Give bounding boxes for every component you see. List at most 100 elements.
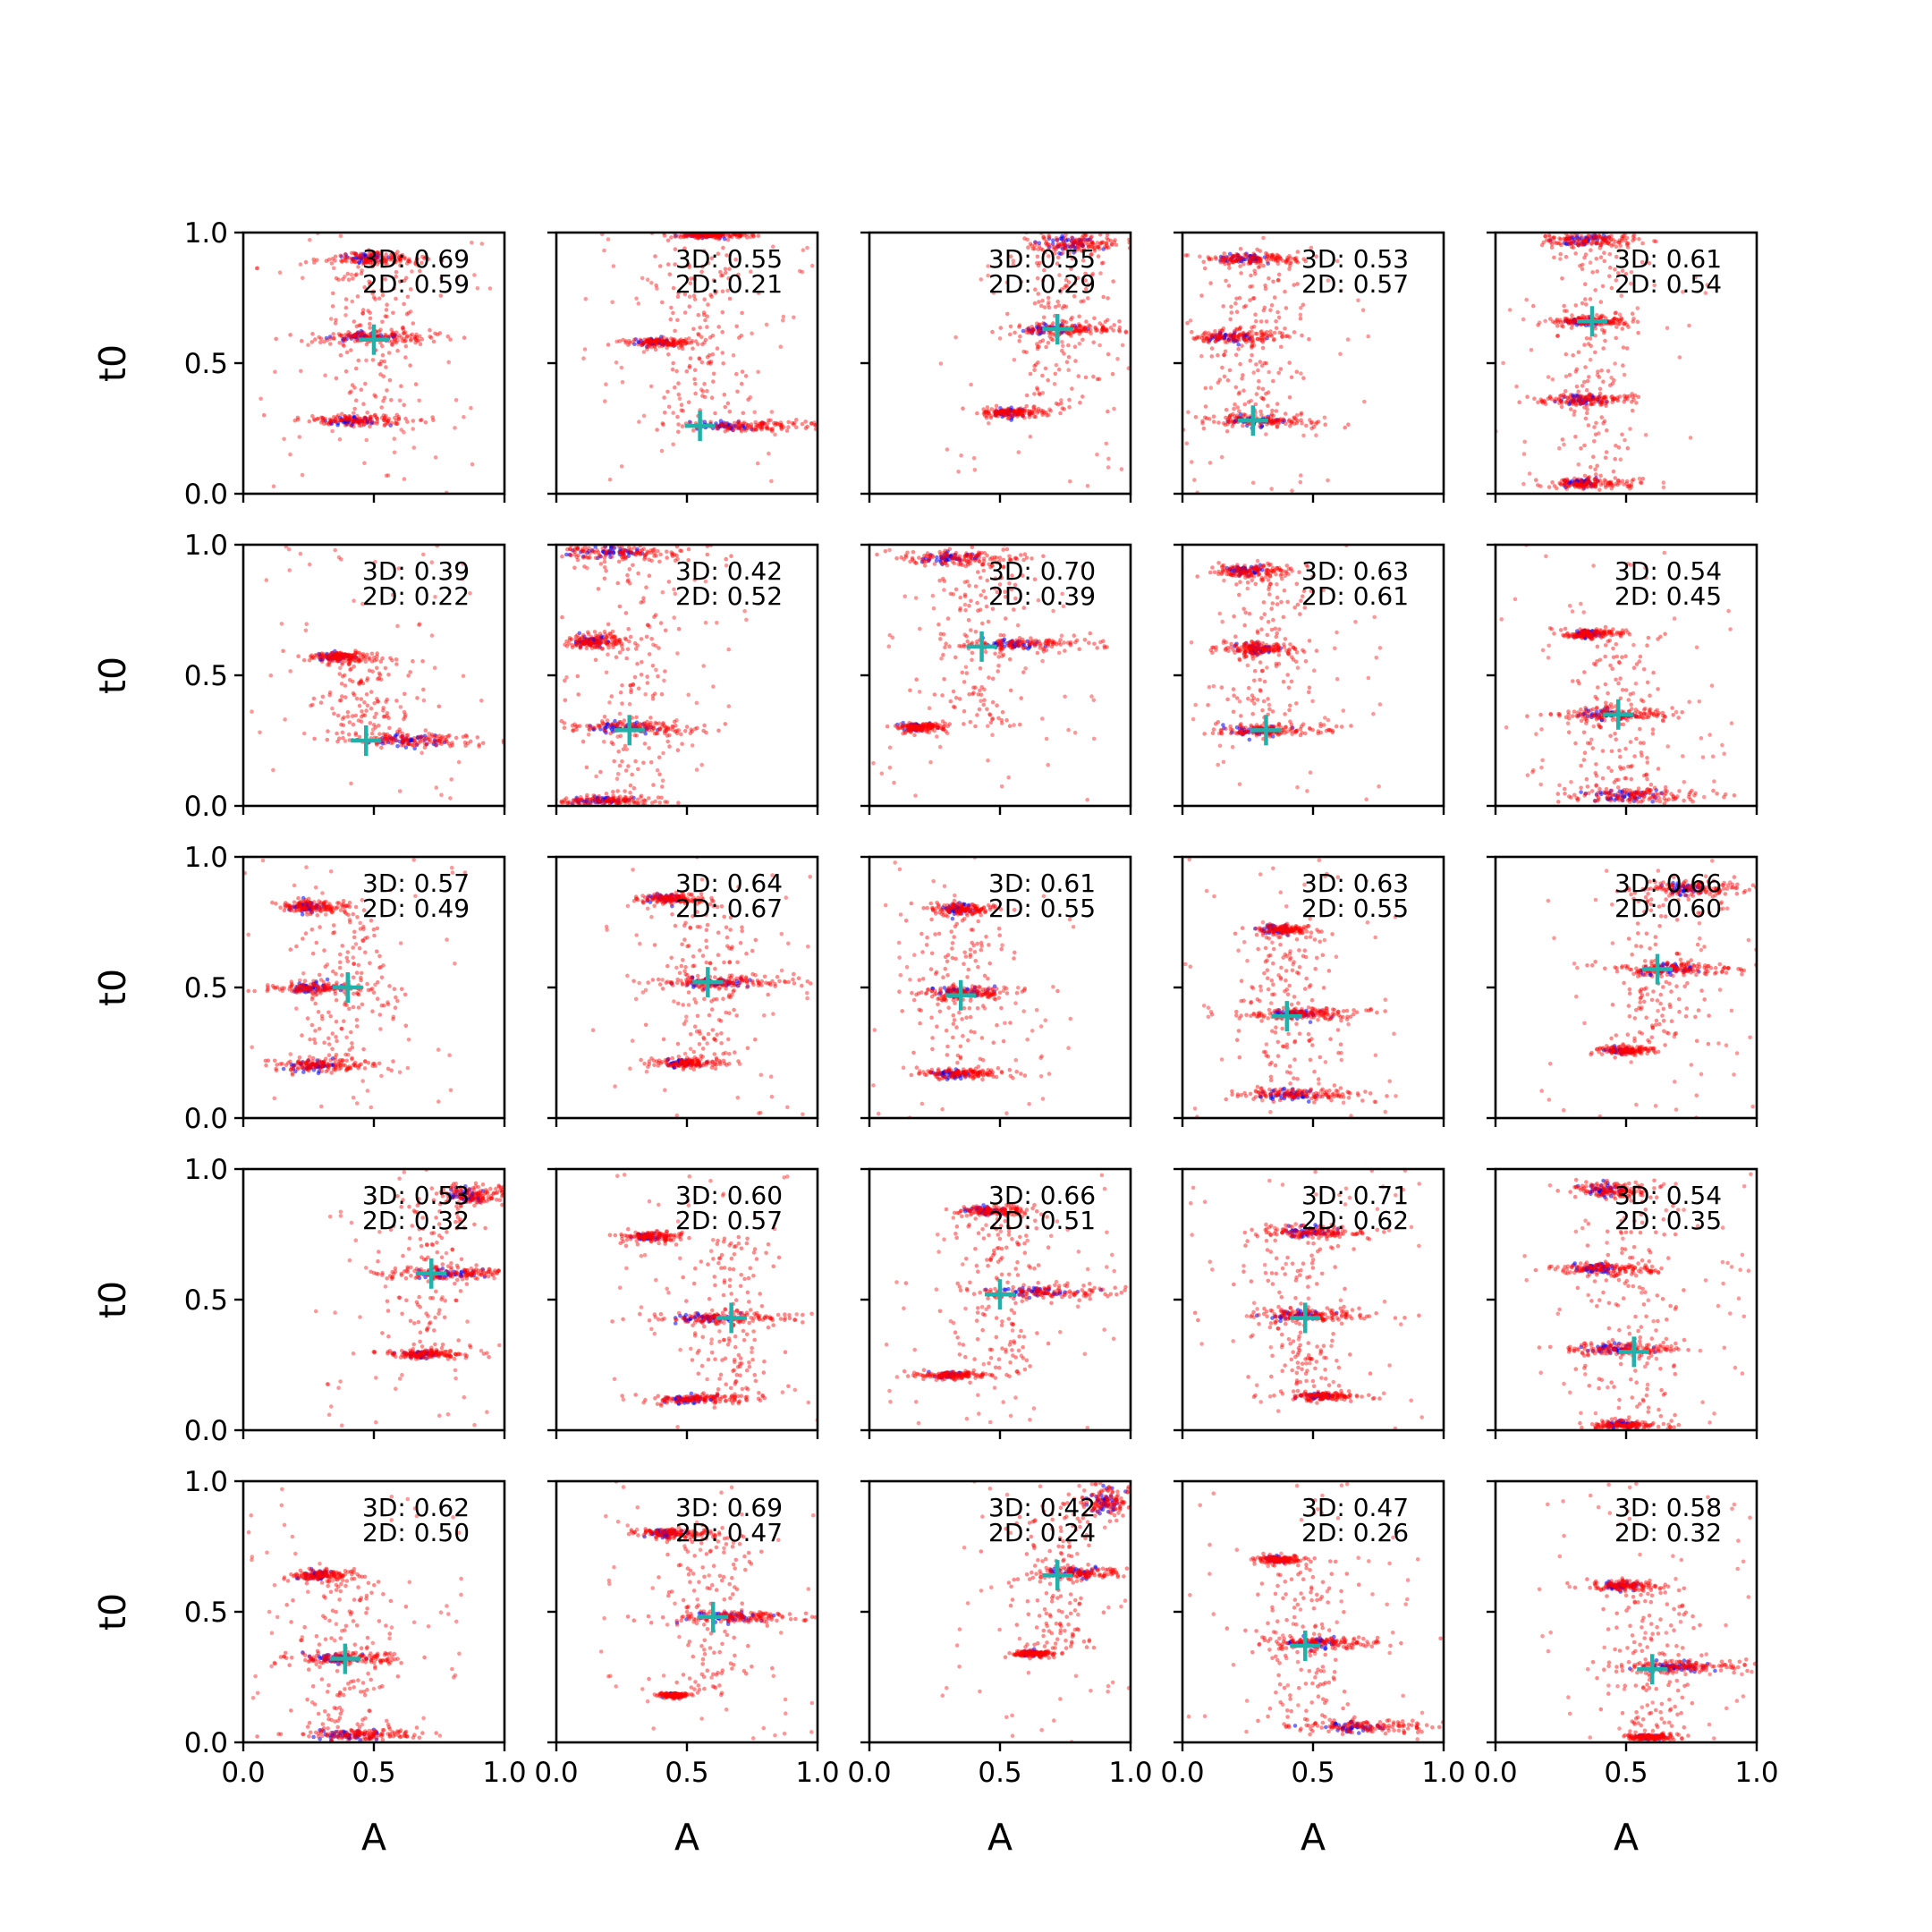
point-a: [1192, 336, 1198, 342]
point-a: [1227, 368, 1233, 373]
point-a: [1534, 478, 1538, 482]
point-a: [1301, 257, 1306, 262]
point-a: [1091, 340, 1096, 345]
point-a: [357, 416, 362, 421]
y-axis-label: t0: [91, 657, 134, 694]
point-a: [1592, 425, 1597, 429]
point-a: [362, 257, 368, 261]
point-a: [1077, 323, 1081, 328]
point-a: [381, 256, 386, 260]
point-a: [326, 422, 332, 427]
point-a: [562, 725, 567, 730]
point-a: [333, 254, 338, 259]
point-a: [1046, 377, 1050, 383]
point-a: [1227, 419, 1232, 425]
point-a: [394, 699, 399, 703]
point-a: [1030, 327, 1035, 333]
point-a: [715, 346, 720, 351]
point-b: [564, 552, 569, 557]
point-a: [809, 421, 814, 426]
point-a: [760, 422, 765, 428]
point-a: [1314, 433, 1318, 438]
point-a: [611, 264, 616, 268]
point-a: [1601, 379, 1606, 385]
point-a: [1276, 420, 1281, 426]
point-a: [655, 286, 659, 291]
point-b: [1262, 255, 1267, 259]
point-a: [352, 419, 357, 424]
point-b: [365, 419, 369, 424]
point-a: [680, 424, 685, 428]
point-a: [439, 258, 444, 263]
point-a: [336, 555, 342, 560]
point-a: [339, 682, 344, 686]
point-a: [316, 417, 321, 421]
point-a: [637, 419, 641, 424]
point-a: [380, 352, 386, 358]
point-a: [621, 337, 625, 343]
point-a: [1563, 389, 1568, 394]
point-a: [997, 409, 1003, 414]
point-a: [1213, 329, 1217, 334]
point-a: [727, 267, 732, 272]
point-a: [770, 429, 775, 434]
point-a: [1202, 335, 1207, 340]
point-a: [703, 233, 708, 238]
point-a: [1073, 238, 1078, 243]
point-a: [1225, 377, 1231, 383]
point-a: [724, 270, 728, 275]
point-a: [418, 342, 423, 347]
point-a: [1089, 240, 1095, 245]
point-a: [1095, 327, 1100, 333]
point-a: [736, 425, 741, 430]
point-a: [1054, 247, 1058, 252]
point-a: [682, 246, 687, 251]
point-a: [317, 335, 322, 340]
point-a: [292, 418, 298, 423]
point-a: [684, 234, 690, 239]
point-a: [394, 296, 398, 301]
point-a: [283, 717, 287, 722]
point-a: [402, 255, 407, 260]
point-a: [597, 554, 603, 558]
point-a: [335, 415, 339, 419]
point-a: [1250, 340, 1256, 345]
point-a: [983, 410, 987, 415]
point-a: [1084, 238, 1089, 242]
point-a: [402, 339, 407, 344]
point-a: [706, 261, 711, 266]
point-a: [338, 418, 343, 423]
point-a: [1012, 410, 1017, 414]
point-a: [1268, 308, 1273, 313]
point-a: [445, 334, 451, 339]
point-a: [1241, 388, 1246, 394]
point-a: [587, 727, 592, 733]
point-a: [1030, 411, 1034, 416]
point-a: [439, 258, 445, 263]
point-b: [1050, 242, 1055, 246]
point-a: [759, 420, 764, 426]
point-b: [1059, 251, 1063, 257]
point-a: [417, 334, 422, 339]
point-a: [1110, 371, 1115, 377]
point-a: [675, 414, 680, 419]
point-a: [423, 728, 428, 733]
point-a: [359, 332, 363, 336]
point-a: [675, 318, 680, 323]
point-a: [786, 425, 791, 429]
point-a: [759, 419, 765, 425]
point-a: [1064, 360, 1070, 365]
point-a: [644, 337, 649, 343]
point-a: [689, 727, 693, 732]
point-a: [634, 296, 639, 301]
point-a: [1092, 249, 1097, 253]
point-a: [720, 309, 725, 315]
point-a: [1253, 271, 1258, 276]
point-a: [1028, 371, 1033, 377]
point-a: [998, 409, 1003, 414]
point-a: [1046, 242, 1050, 247]
point-a: [1043, 250, 1047, 255]
point-a: [360, 268, 364, 273]
point-a: [1069, 239, 1074, 243]
point-a: [383, 261, 387, 266]
